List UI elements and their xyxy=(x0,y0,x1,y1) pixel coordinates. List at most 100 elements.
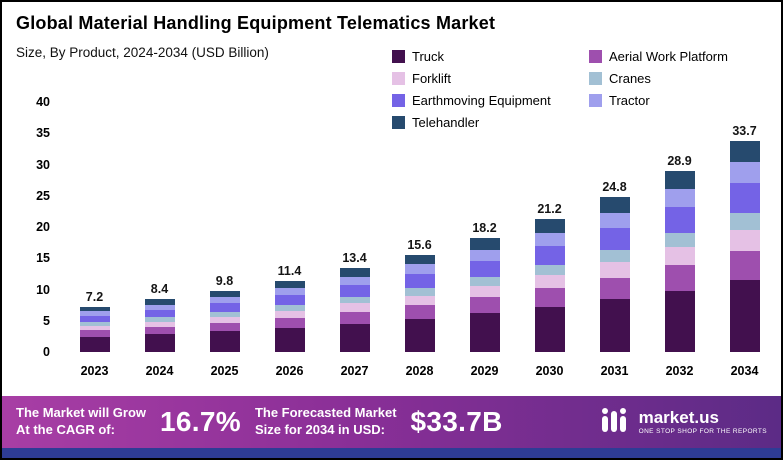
bar-segment-earthmoving-equipment xyxy=(274,294,305,305)
bar-segment-forklift xyxy=(469,286,500,298)
y-tick-label: 20 xyxy=(36,220,50,234)
bar-segment-cranes xyxy=(339,296,370,304)
bar-total-label: 9.8 xyxy=(215,273,234,288)
bar-segment-telehandler xyxy=(469,238,500,250)
bar-segment-telehandler xyxy=(534,219,565,233)
bar-segment-truck xyxy=(664,290,695,352)
x-axis-label: 2029 xyxy=(470,364,499,378)
bar-total-label: 8.4 xyxy=(150,282,169,297)
bar-segment-earthmoving-equipment xyxy=(729,183,760,213)
y-tick-label: 5 xyxy=(43,313,50,328)
bar-segment-telehandler xyxy=(339,268,370,277)
bar-stack xyxy=(274,280,305,352)
legend-label: Earthmoving Equipment xyxy=(412,93,551,108)
x-axis-label: 2028 xyxy=(405,364,434,378)
bar-total-label: 11.4 xyxy=(277,263,302,278)
bar-segment-truck xyxy=(144,334,175,352)
bar-segment-aerial-work-platform xyxy=(79,330,110,337)
bar-segment-cranes xyxy=(404,287,435,296)
legend: Truck Aerial Work Platform Forklift Cranes E… xyxy=(392,49,728,130)
bar-stack xyxy=(534,219,565,352)
brand: market.us ONE STOP SHOP FOR THE REPORTS xyxy=(600,406,767,439)
bar-group-2029: 18.2 2029 xyxy=(452,98,517,382)
bar-segment-cranes xyxy=(534,264,565,276)
bar-segment-telehandler xyxy=(79,306,110,312)
bar-segment-aerial-work-platform xyxy=(469,297,500,314)
bar-total-label: 28.9 xyxy=(667,154,692,169)
bar-stack xyxy=(664,171,695,352)
bar-stack xyxy=(404,254,435,352)
bar-segment-earthmoving-equipment xyxy=(469,260,500,277)
bar-segment-tractor xyxy=(599,212,630,229)
page-title: Global Material Handling Equipment Telem… xyxy=(16,13,496,33)
bar-segment-tractor xyxy=(664,189,695,208)
bar-segment-tractor xyxy=(339,276,370,285)
bar-segment-cranes xyxy=(144,317,175,322)
bar-stack xyxy=(469,238,500,352)
bar-segment-tractor xyxy=(729,162,760,184)
bar-segment-tractor xyxy=(534,232,565,246)
bar-segment-earthmoving-equipment xyxy=(534,245,565,265)
bar-total-label: 24.8 xyxy=(602,180,627,195)
bar-segment-tractor xyxy=(209,296,240,304)
bar-segment-telehandler xyxy=(729,141,760,163)
y-tick-label: 25 xyxy=(36,188,50,203)
bar-segment-aerial-work-platform xyxy=(729,250,760,281)
bar-group-2031: 24.8 2031 xyxy=(582,98,647,382)
x-axis-label: 2034 xyxy=(730,364,759,378)
legend-label: Cranes xyxy=(609,71,651,86)
y-tick-label: 10 xyxy=(36,282,50,297)
bar-segment-aerial-work-platform xyxy=(209,322,240,332)
bar-segment-truck xyxy=(209,331,240,352)
bar-segment-tractor xyxy=(144,304,175,310)
bar-segment-earthmoving-equipment xyxy=(339,284,370,297)
legend-item-truck: Truck xyxy=(392,49,589,64)
y-axis: 0 5 10 15 20 25 30 35 40 xyxy=(12,95,52,382)
bar-total-label: 7.2 xyxy=(85,289,104,304)
legend-label: Truck xyxy=(412,49,445,64)
bar-group-2026: 11.4 2026 xyxy=(257,98,322,382)
y-tick-label: 35 xyxy=(36,126,50,141)
legend-swatch-aerial-work-platform xyxy=(589,50,602,63)
bar-segment-telehandler xyxy=(404,254,435,265)
stacked-bar-chart: 0 5 10 15 20 25 30 35 40 7.2 2023 8.4 2024 9.8 2025 11… xyxy=(12,95,777,382)
bar-segment-telehandler xyxy=(274,280,305,288)
bar-group-2032: 28.9 2032 xyxy=(647,98,712,382)
footer-banner: The Market will Grow At the CAGR of: 16.… xyxy=(2,396,781,448)
legend-item-tractor: Tractor xyxy=(589,93,728,108)
y-tick-label: 0 xyxy=(43,345,50,359)
legend-label: Telehandler xyxy=(412,115,480,130)
y-tick-label: 30 xyxy=(36,157,50,172)
legend-item-forklift: Forklift xyxy=(392,71,589,86)
bar-segment-earthmoving-equipment xyxy=(79,315,110,323)
bar-segment-forklift xyxy=(79,325,110,331)
bar-total-label: 21.2 xyxy=(537,202,562,217)
bar-segment-truck xyxy=(404,318,435,352)
forecast-value: $33.7B xyxy=(410,406,503,437)
bottom-strip xyxy=(2,448,781,458)
legend-swatch-cranes xyxy=(589,72,602,85)
bar-stack xyxy=(729,141,760,352)
bar-segment-tractor xyxy=(404,264,435,275)
bar-segment-earthmoving-equipment xyxy=(599,228,630,250)
bar-group-2023: 7.2 2023 xyxy=(62,98,127,382)
bar-group-2028: 15.6 2028 xyxy=(387,98,452,382)
bar-total-label: 13.4 xyxy=(342,251,367,266)
bar-segment-cranes xyxy=(729,212,760,230)
bar-total-label: 15.6 xyxy=(407,237,432,252)
bar-segment-cranes xyxy=(664,232,695,248)
bar-segment-telehandler xyxy=(664,171,695,190)
bar-stack xyxy=(144,299,175,352)
bar-segment-forklift xyxy=(599,262,630,278)
bar-segment-telehandler xyxy=(599,197,630,213)
legend-item-earthmoving-equipment: Earthmoving Equipment xyxy=(392,93,589,108)
bar-segment-truck xyxy=(534,306,565,352)
bar-group-2034: 33.7 2034 xyxy=(712,98,777,382)
legend-swatch-tractor xyxy=(589,94,602,107)
bar-segment-cranes xyxy=(274,304,305,311)
bar-segment-cranes xyxy=(599,249,630,263)
bar-segment-earthmoving-equipment xyxy=(664,207,695,233)
brand-tagline: ONE STOP SHOP FOR THE REPORTS xyxy=(638,427,767,435)
bar-segment-aerial-work-platform xyxy=(599,277,630,300)
